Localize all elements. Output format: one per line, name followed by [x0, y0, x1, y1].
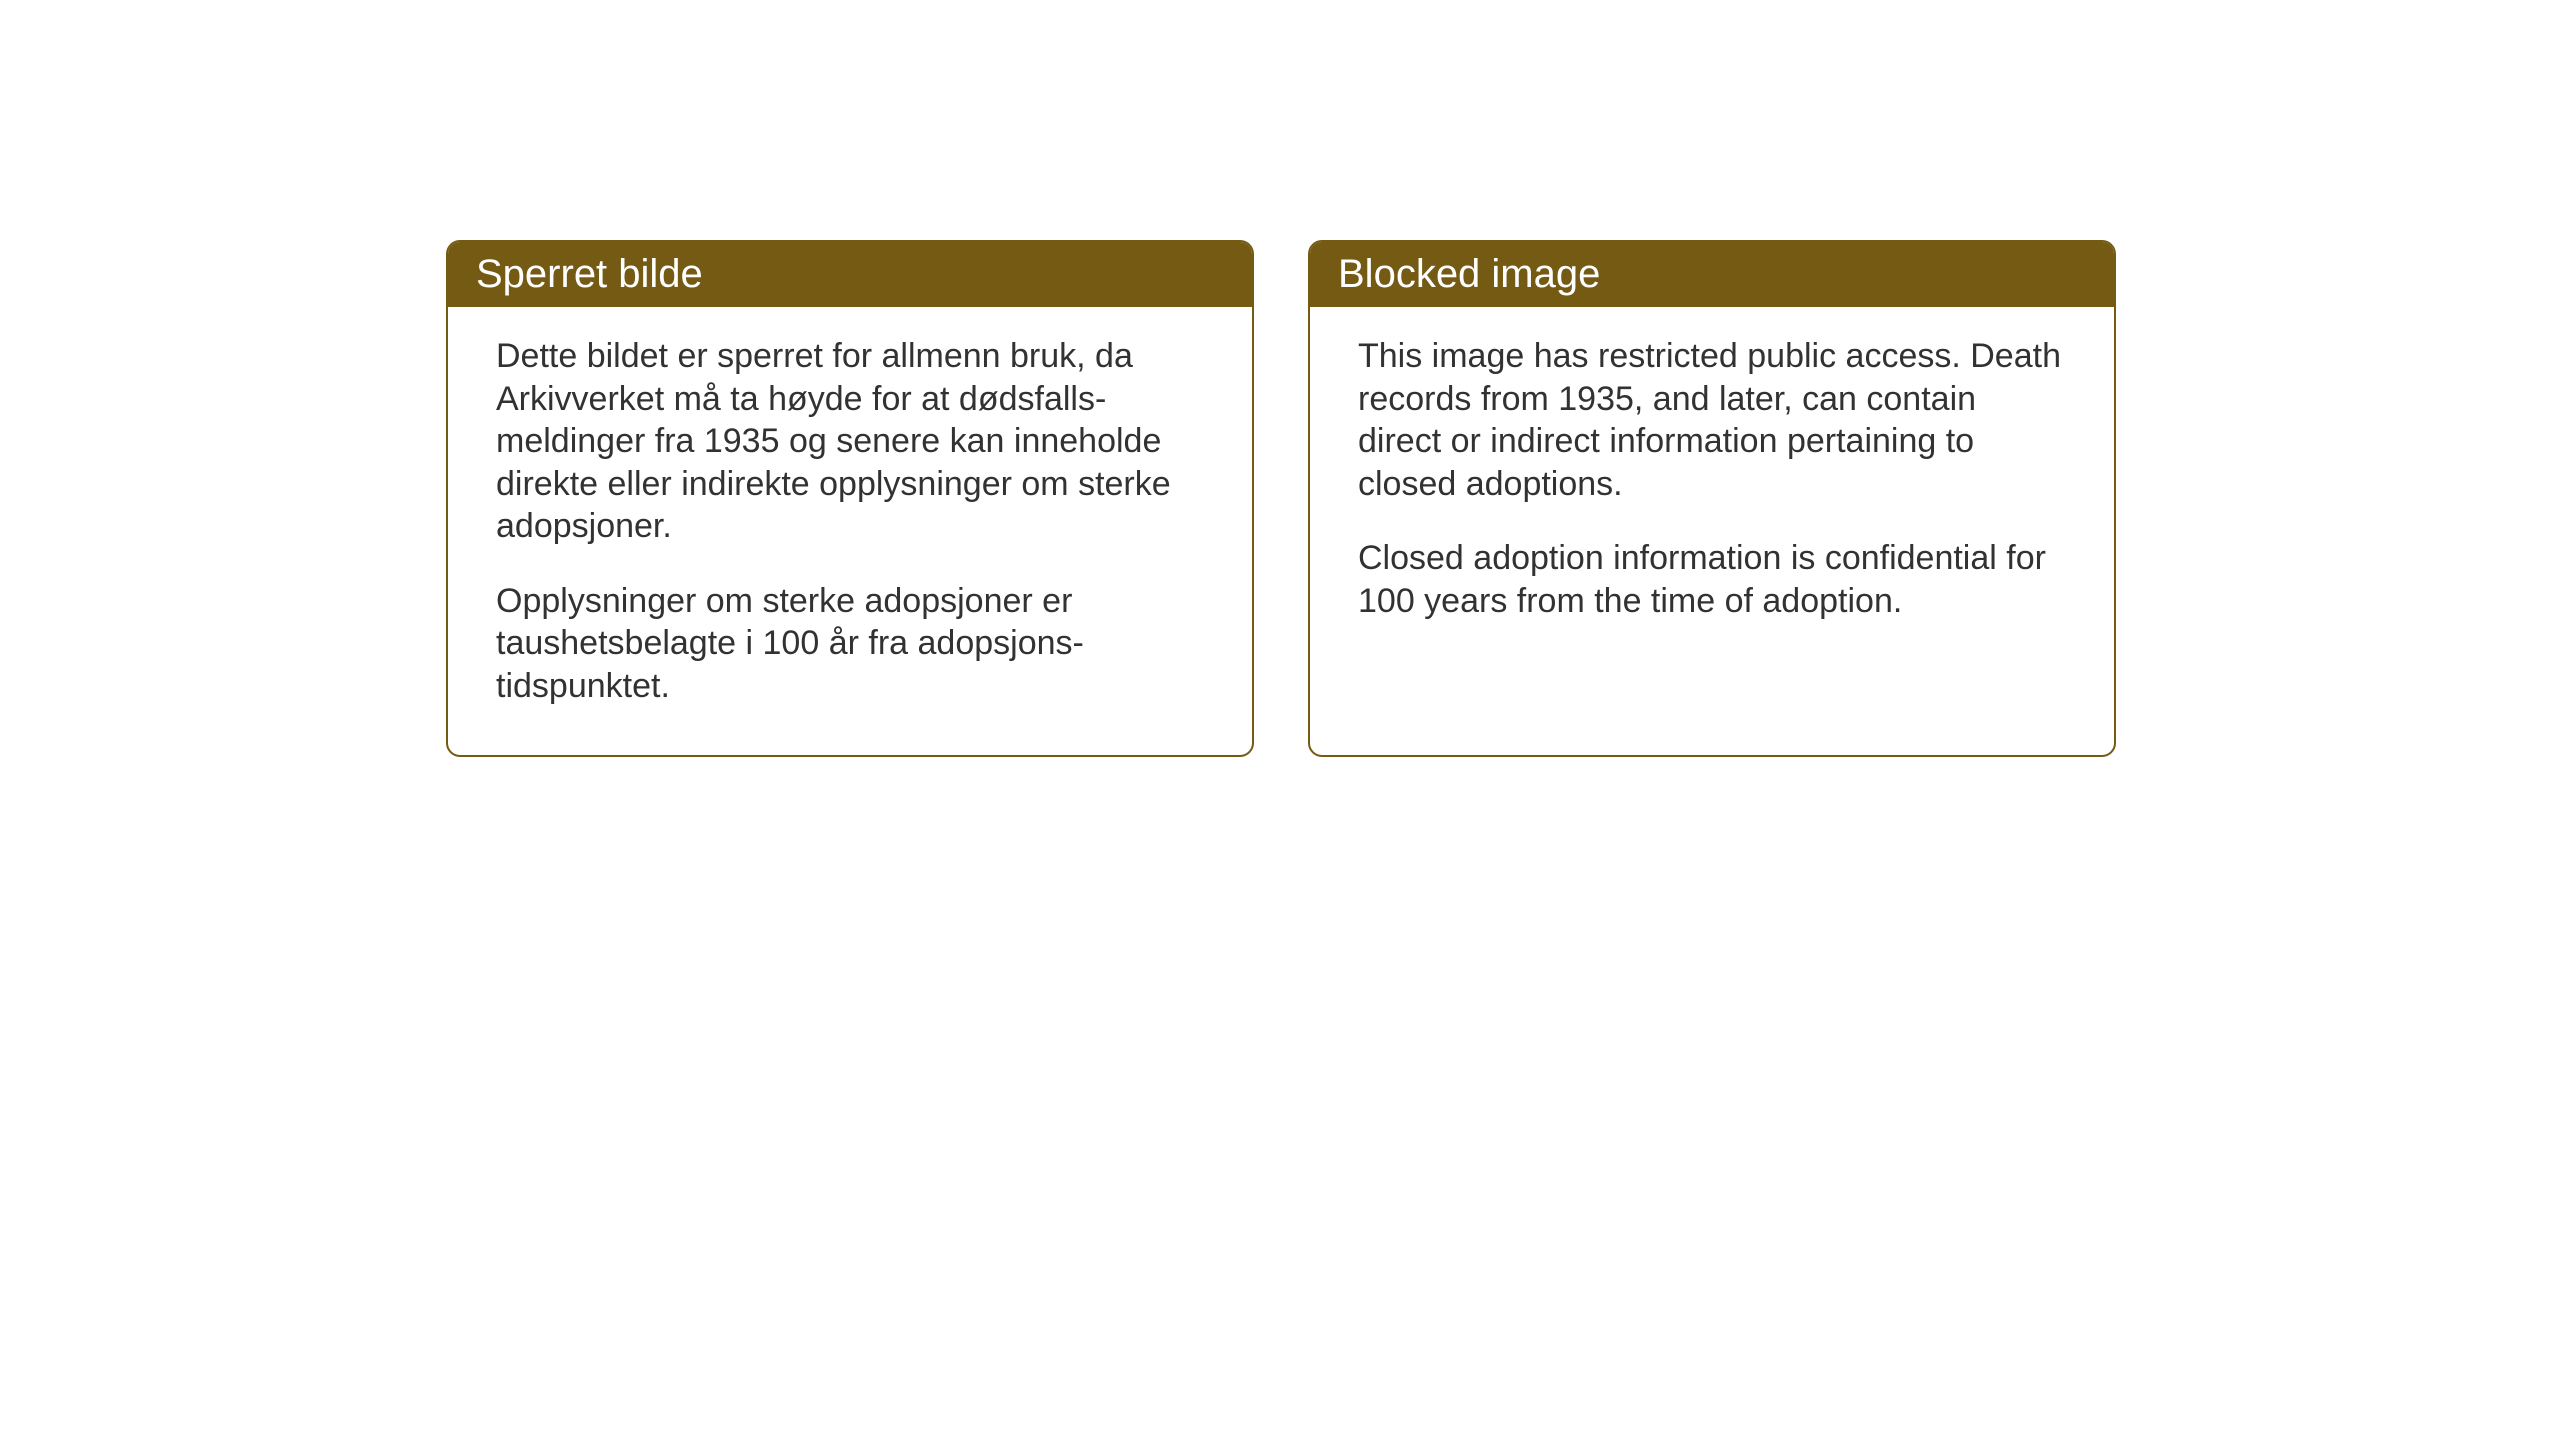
english-paragraph-2: Closed adoption information is confident… — [1358, 537, 2066, 622]
norwegian-card-body: Dette bildet er sperret for allmenn bruk… — [448, 307, 1252, 755]
english-notice-card: Blocked image This image has restricted … — [1308, 240, 2116, 757]
english-card-body: This image has restricted public access.… — [1310, 307, 2114, 670]
norwegian-notice-card: Sperret bilde Dette bildet er sperret fo… — [446, 240, 1254, 757]
english-card-title: Blocked image — [1338, 252, 1600, 296]
norwegian-paragraph-2: Opplysninger om sterke adopsjoner er tau… — [496, 580, 1204, 708]
english-paragraph-1: This image has restricted public access.… — [1358, 335, 2066, 505]
norwegian-card-title: Sperret bilde — [476, 252, 703, 296]
notice-cards-container: Sperret bilde Dette bildet er sperret fo… — [446, 240, 2116, 757]
norwegian-card-header: Sperret bilde — [448, 242, 1252, 307]
english-card-header: Blocked image — [1310, 242, 2114, 307]
norwegian-paragraph-1: Dette bildet er sperret for allmenn bruk… — [496, 335, 1204, 548]
